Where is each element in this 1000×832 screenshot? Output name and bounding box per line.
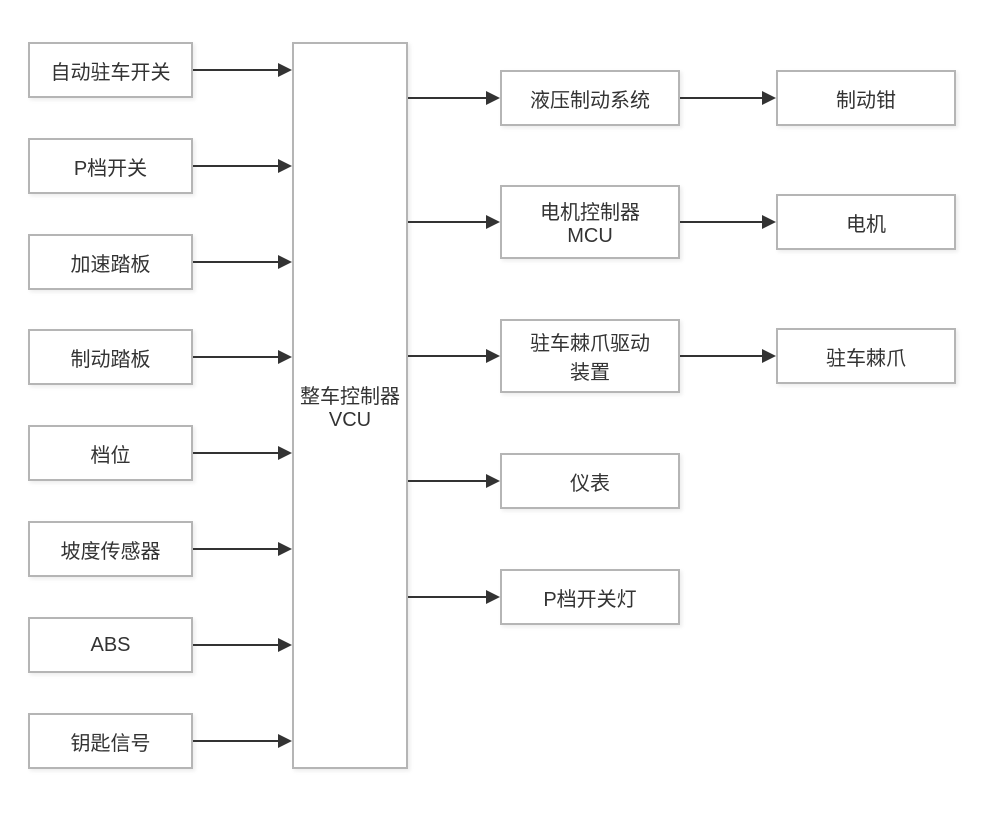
node-out3a: 驻车棘爪驱动装置: [500, 319, 680, 393]
node-out1a: 液压制动系统: [500, 70, 680, 126]
arrow-head-4: [278, 446, 292, 460]
arrow-line-0: [193, 69, 278, 71]
node-out1b: 制动钳: [776, 70, 956, 126]
arrow-head-8: [486, 91, 500, 105]
arrow-head-3: [278, 350, 292, 364]
arrow-line-10: [408, 221, 486, 223]
arrow-line-6: [193, 644, 278, 646]
node-input1: 自动驻车开关: [28, 42, 193, 98]
node-out2a: 电机控制器MCU: [500, 185, 680, 259]
node-vcu: 整车控制器VCU: [292, 42, 408, 769]
arrow-line-13: [680, 355, 762, 357]
node-input3: 加速踏板: [28, 234, 193, 290]
arrow-head-5: [278, 542, 292, 556]
arrow-line-2: [193, 261, 278, 263]
arrow-head-6: [278, 638, 292, 652]
arrow-head-9: [762, 91, 776, 105]
node-out3b: 驻车棘爪: [776, 328, 956, 384]
arrow-line-9: [680, 97, 762, 99]
node-input7: ABS: [28, 617, 193, 673]
arrow-head-15: [486, 590, 500, 604]
arrow-head-0: [278, 63, 292, 77]
arrow-head-12: [486, 349, 500, 363]
arrow-line-8: [408, 97, 486, 99]
arrow-head-10: [486, 215, 500, 229]
arrow-line-14: [408, 480, 486, 482]
arrow-line-1: [193, 165, 278, 167]
arrow-head-2: [278, 255, 292, 269]
arrow-line-5: [193, 548, 278, 550]
node-input2: P档开关: [28, 138, 193, 194]
arrow-line-3: [193, 356, 278, 358]
arrow-head-14: [486, 474, 500, 488]
arrow-head-1: [278, 159, 292, 173]
arrow-head-7: [278, 734, 292, 748]
arrow-line-15: [408, 596, 486, 598]
arrow-head-13: [762, 349, 776, 363]
arrow-line-12: [408, 355, 486, 357]
node-out2b: 电机: [776, 194, 956, 250]
arrow-line-4: [193, 452, 278, 454]
node-input5: 档位: [28, 425, 193, 481]
node-out4: 仪表: [500, 453, 680, 509]
arrow-line-11: [680, 221, 762, 223]
node-input6: 坡度传感器: [28, 521, 193, 577]
arrow-head-11: [762, 215, 776, 229]
node-input4: 制动踏板: [28, 329, 193, 385]
node-input8: 钥匙信号: [28, 713, 193, 769]
arrow-line-7: [193, 740, 278, 742]
node-out5: P档开关灯: [500, 569, 680, 625]
